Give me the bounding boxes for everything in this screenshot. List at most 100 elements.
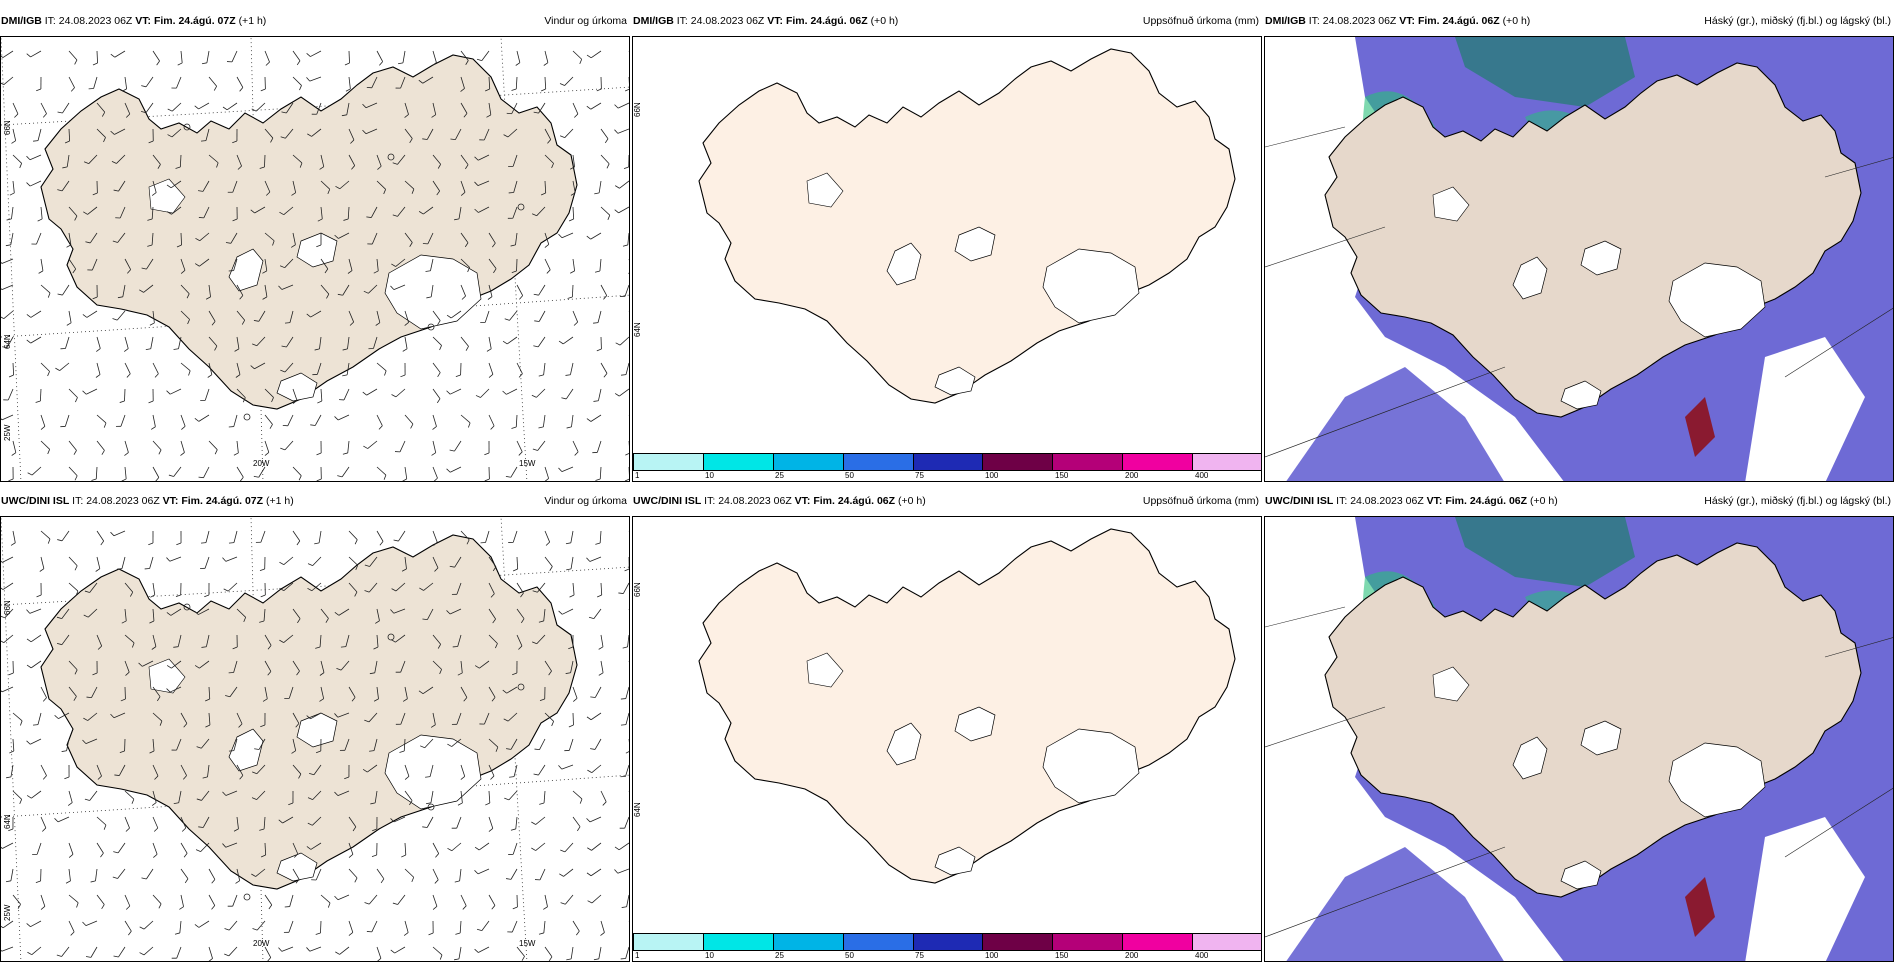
barb-staff bbox=[489, 791, 490, 803]
barb-flag bbox=[576, 931, 579, 935]
wind-barb bbox=[69, 583, 78, 596]
barb-flag bbox=[589, 617, 594, 618]
barb-staff bbox=[509, 791, 517, 800]
barb-staff bbox=[37, 843, 41, 854]
barb-staff bbox=[629, 311, 630, 320]
barb-staff bbox=[2, 947, 13, 951]
barb-staff bbox=[181, 441, 184, 452]
barb-staff bbox=[13, 531, 15, 543]
wind-barb bbox=[113, 843, 125, 853]
wind-barb bbox=[629, 415, 630, 428]
panel-header: DMI/IGB IT: 24.08.2023 06Z VT: Fim. 24.á… bbox=[633, 15, 1261, 31]
wind-barb bbox=[27, 791, 41, 798]
barb-staff bbox=[31, 51, 41, 57]
barb-staff bbox=[320, 921, 321, 933]
barb-flag bbox=[506, 476, 511, 477]
barb-staff bbox=[97, 531, 104, 541]
wind-barb bbox=[614, 869, 629, 873]
barb-flag bbox=[404, 933, 408, 936]
barb-staff bbox=[627, 895, 629, 907]
wind-barb bbox=[394, 531, 405, 541]
barb-flag bbox=[140, 927, 144, 929]
wind-barb bbox=[400, 363, 405, 377]
wind-barb bbox=[97, 817, 106, 830]
barb-flag bbox=[208, 375, 212, 378]
wind-barb bbox=[561, 895, 573, 904]
map-cloud[interactable] bbox=[1264, 36, 1894, 482]
barb-staff bbox=[121, 415, 125, 426]
barb-staff bbox=[629, 415, 630, 423]
barb-flag bbox=[55, 818, 59, 822]
wind-barb bbox=[455, 869, 461, 882]
map-canvas bbox=[1, 37, 630, 482]
barb-flag bbox=[212, 879, 215, 883]
barb-staff bbox=[595, 739, 601, 749]
wind-barb bbox=[256, 531, 265, 542]
barb-flag bbox=[266, 62, 270, 65]
barb-staff bbox=[209, 947, 213, 958]
barb-staff bbox=[38, 129, 41, 141]
barb-flag bbox=[150, 595, 154, 597]
wind-barb bbox=[293, 531, 300, 545]
barb-staff bbox=[513, 531, 517, 542]
wind-barb bbox=[545, 947, 552, 961]
wind-barb bbox=[372, 843, 377, 857]
barb-flag bbox=[401, 855, 406, 857]
barb-flag bbox=[297, 541, 300, 545]
wind-barb bbox=[1, 947, 13, 951]
colorbar-tick: 100 bbox=[985, 951, 998, 960]
barb-flag bbox=[43, 776, 46, 780]
barb-flag bbox=[337, 476, 342, 477]
wind-barb bbox=[41, 415, 45, 430]
barb-staff bbox=[259, 467, 265, 477]
barb-flag bbox=[400, 375, 405, 377]
barb-staff bbox=[201, 843, 209, 852]
barb-staff bbox=[461, 337, 469, 346]
map-cloud[interactable] bbox=[1264, 516, 1894, 962]
colorbar-tick: 200 bbox=[1125, 951, 1138, 960]
model-name: UWC/DINI ISL bbox=[1, 495, 69, 507]
wind-barb bbox=[36, 77, 41, 91]
wind-barb bbox=[405, 415, 413, 428]
barb-flag bbox=[566, 543, 571, 544]
wind-barb bbox=[1, 311, 13, 319]
barb-flag bbox=[491, 426, 494, 430]
barb-staff bbox=[40, 389, 41, 401]
barb-flag bbox=[629, 672, 630, 675]
wind-barb bbox=[475, 843, 489, 850]
wind-barb bbox=[615, 181, 629, 188]
barb-flag bbox=[229, 751, 234, 752]
valid-time: Fim. 24.ágú. 06Z bbox=[813, 495, 895, 507]
barb-staff bbox=[97, 415, 106, 423]
wind-barb bbox=[377, 467, 386, 480]
barb-staff bbox=[150, 557, 153, 569]
barb-staff bbox=[348, 441, 349, 453]
barb-flag bbox=[306, 77, 309, 81]
wind-barb bbox=[168, 103, 181, 111]
barb-flag bbox=[124, 349, 128, 352]
wind-barb bbox=[253, 921, 265, 930]
wind-barb bbox=[209, 947, 213, 962]
barb-flag bbox=[270, 424, 273, 428]
wind-barb bbox=[93, 51, 98, 65]
barb-flag bbox=[587, 419, 591, 422]
wind-barb bbox=[489, 817, 493, 832]
barb-staff bbox=[205, 389, 209, 400]
barb-staff bbox=[405, 415, 413, 424]
wind-barb bbox=[559, 609, 573, 614]
wind-barb bbox=[13, 155, 22, 168]
barb-flag bbox=[623, 647, 628, 648]
barb-staff bbox=[489, 363, 493, 374]
wind-barb bbox=[153, 467, 159, 481]
wind-barb bbox=[67, 311, 71, 325]
wind-barb bbox=[534, 765, 545, 775]
colorbar-swatch bbox=[774, 454, 844, 470]
barb-staff bbox=[41, 531, 50, 539]
barb-flag bbox=[48, 449, 50, 454]
barb-staff bbox=[398, 531, 405, 541]
barb-flag bbox=[1, 260, 2, 264]
